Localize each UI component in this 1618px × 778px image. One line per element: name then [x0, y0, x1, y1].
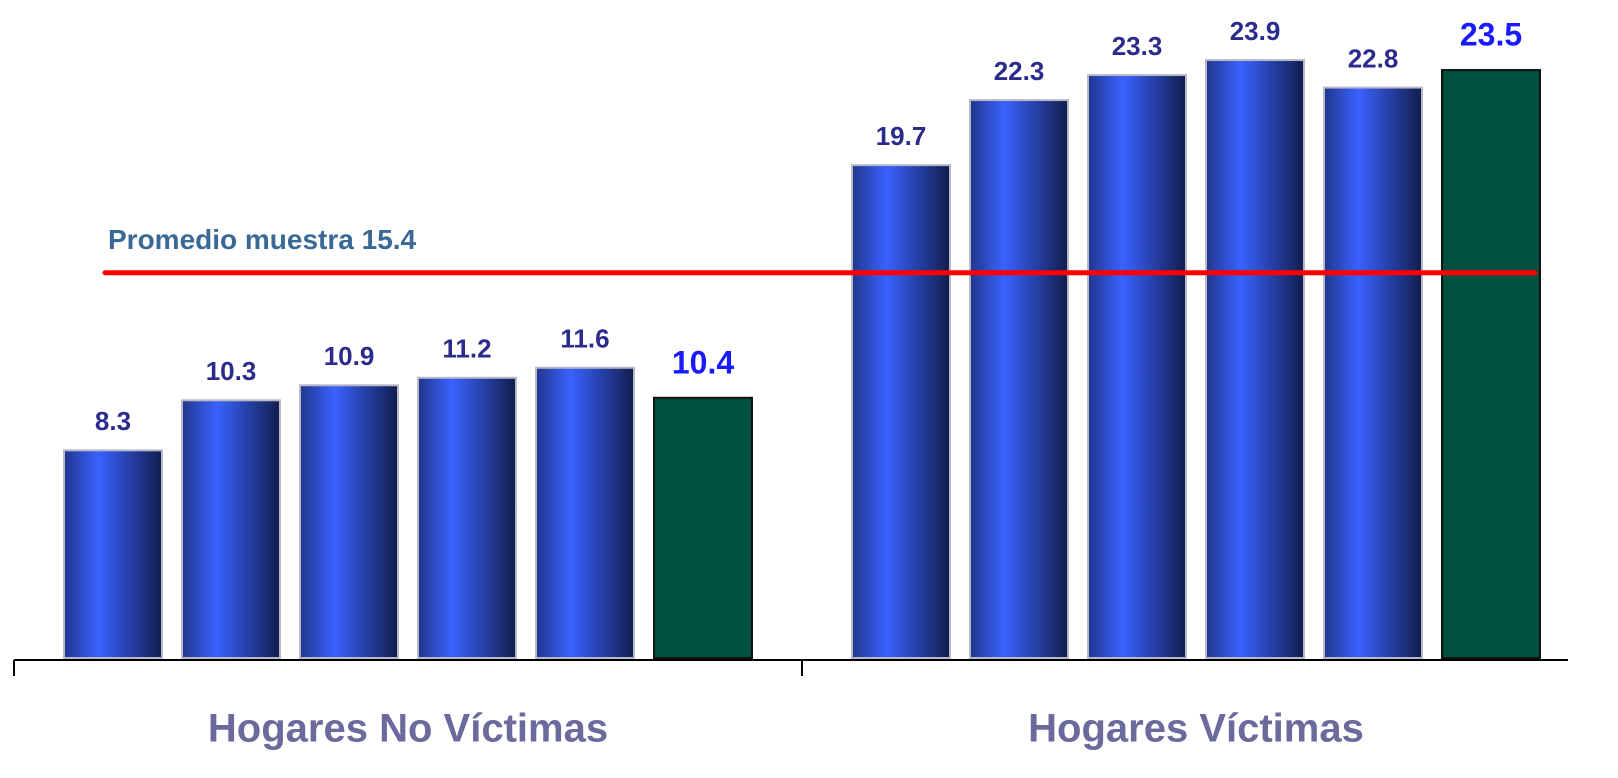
bar — [653, 396, 753, 659]
value-label: 11.6 — [560, 324, 609, 354]
value-label: 11.2 — [442, 334, 491, 364]
value-label: 22.3 — [994, 56, 1045, 86]
bar — [535, 366, 635, 659]
bar — [417, 376, 517, 659]
bar — [1441, 69, 1541, 660]
value-label: 22.8 — [1348, 43, 1399, 73]
x-tick-label: Hogares Víctimas — [1028, 707, 1364, 751]
value-label: 23.3 — [1112, 31, 1163, 61]
value-label: 8.3 — [95, 406, 131, 436]
x-tick-label: Hogares No Víctimas — [208, 707, 608, 751]
bar — [299, 384, 399, 659]
value-label: 10.3 — [206, 356, 257, 386]
bar — [1205, 59, 1305, 659]
value-label: 19.7 — [876, 121, 927, 151]
bar — [181, 399, 281, 659]
bar — [969, 99, 1069, 659]
bar — [63, 449, 163, 659]
value-label: 10.4 — [672, 344, 734, 380]
value-label: 10.9 — [324, 341, 375, 371]
reference-label: Promedio muestra 15.4 — [108, 224, 417, 255]
value-label: 23.9 — [1230, 16, 1281, 46]
bar — [851, 164, 951, 659]
bar — [1323, 86, 1423, 660]
bar — [1087, 74, 1187, 660]
value-label: 23.5 — [1460, 17, 1522, 53]
